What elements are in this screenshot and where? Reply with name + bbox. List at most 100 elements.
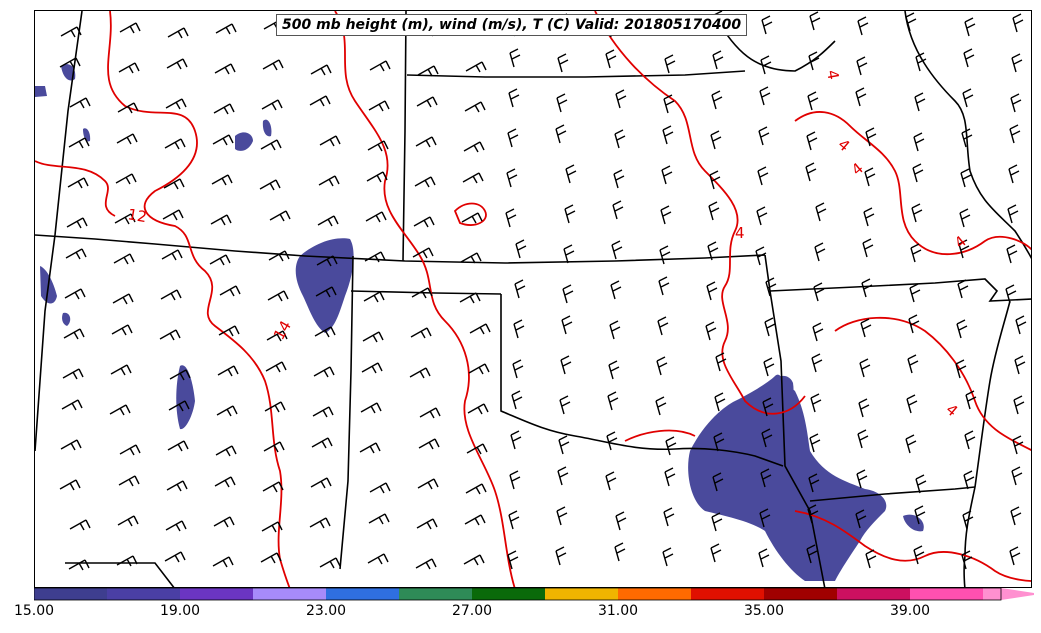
border-line bbox=[500, 294, 784, 467]
wind-barb bbox=[758, 548, 770, 568]
wind-barb bbox=[906, 394, 918, 414]
colorbar-tick-label: 15.00 bbox=[13, 603, 55, 619]
border-line bbox=[714, 15, 836, 72]
border-line bbox=[65, 562, 175, 587]
wind-barb bbox=[959, 208, 971, 228]
wind-barb bbox=[555, 546, 567, 566]
wind-barb bbox=[612, 200, 624, 220]
wind-barb bbox=[266, 330, 288, 342]
wind-barb bbox=[62, 368, 84, 380]
map-canvas: 12 14 4 4 4 4 4 4 bbox=[35, 11, 1031, 587]
colorbar-tick-label: 39.00 bbox=[889, 603, 931, 619]
wind-barb bbox=[169, 369, 191, 381]
wind-barb bbox=[211, 174, 233, 186]
wind-barb bbox=[459, 292, 481, 304]
wind-barb bbox=[465, 61, 487, 73]
wind-barb bbox=[761, 15, 773, 35]
wind-barb bbox=[507, 550, 519, 570]
wind-barb bbox=[508, 510, 520, 530]
wind-barb bbox=[757, 166, 769, 186]
wind-barb bbox=[214, 63, 236, 75]
wind-barb bbox=[955, 359, 967, 379]
wind-barb bbox=[1014, 355, 1026, 375]
wind-barb bbox=[1006, 244, 1018, 264]
wind-barb bbox=[814, 242, 826, 262]
wind-barb bbox=[855, 509, 867, 529]
wind-barb bbox=[160, 289, 182, 301]
wind-barb bbox=[715, 352, 727, 372]
wind-barb bbox=[507, 128, 519, 148]
border-line bbox=[35, 234, 766, 264]
wind-barb bbox=[807, 504, 819, 524]
wind-barb bbox=[111, 324, 133, 336]
wind-barb bbox=[461, 212, 483, 224]
wind-barb bbox=[608, 360, 620, 380]
wind-barb bbox=[463, 141, 485, 153]
wind-barb bbox=[267, 290, 289, 302]
wind-barb bbox=[656, 356, 668, 376]
wind-barb bbox=[218, 325, 240, 337]
wind-barbs bbox=[59, 11, 1027, 571]
wind-barb bbox=[1012, 435, 1024, 455]
wind-barb bbox=[60, 26, 82, 38]
colorbar-extend-arrow bbox=[1001, 588, 1034, 600]
contour-label: 12 bbox=[126, 205, 148, 226]
temperature-contours bbox=[35, 11, 1031, 587]
wind-barb bbox=[219, 285, 241, 297]
wind-barb bbox=[213, 516, 235, 528]
wind-barb bbox=[214, 476, 236, 488]
wind-barb bbox=[759, 86, 771, 106]
shaded-area bbox=[775, 375, 794, 411]
wind-barb bbox=[811, 353, 823, 373]
wind-barb bbox=[112, 293, 134, 305]
wind-barb bbox=[915, 52, 927, 72]
wind-barb bbox=[705, 321, 717, 341]
wind-barb bbox=[359, 442, 381, 454]
wind-barb bbox=[118, 62, 140, 74]
wind-barb bbox=[964, 430, 976, 450]
wind-barb bbox=[665, 436, 677, 456]
wind-barb bbox=[417, 65, 439, 77]
wind-barb bbox=[755, 246, 767, 266]
wind-barb bbox=[713, 432, 725, 452]
contour-line bbox=[834, 316, 1031, 451]
contour-line bbox=[624, 429, 696, 442]
border-line bbox=[35, 234, 56, 452]
wind-barb bbox=[962, 510, 974, 530]
wind-barb bbox=[309, 517, 331, 529]
wind-barb bbox=[710, 543, 722, 563]
wind-barb bbox=[317, 215, 339, 227]
wind-barb bbox=[410, 327, 432, 339]
wind-barb bbox=[212, 556, 234, 568]
shaded-area bbox=[903, 514, 924, 532]
wind-barb bbox=[213, 103, 235, 115]
wind-barb bbox=[957, 279, 969, 299]
wind-barb bbox=[1013, 395, 1025, 415]
wind-barb bbox=[764, 317, 776, 337]
wind-barb bbox=[615, 511, 627, 531]
wind-barb bbox=[115, 173, 137, 185]
wind-barb bbox=[860, 318, 872, 338]
wind-barb bbox=[117, 515, 139, 527]
wind-barb bbox=[1010, 93, 1022, 113]
wind-barb bbox=[261, 99, 283, 111]
colorbar-segment bbox=[107, 588, 180, 600]
wind-barb bbox=[65, 248, 87, 260]
wind-barb bbox=[161, 249, 183, 261]
wind-barb bbox=[856, 469, 868, 489]
border-line bbox=[963, 486, 976, 587]
wind-barb bbox=[605, 471, 617, 491]
wind-barb bbox=[709, 170, 721, 190]
wind-barb bbox=[109, 404, 131, 416]
wind-barb bbox=[763, 357, 775, 377]
wind-barb bbox=[68, 559, 90, 571]
wind-barb bbox=[756, 206, 768, 226]
wind-barb bbox=[857, 429, 869, 449]
wind-barb bbox=[362, 331, 384, 343]
wind-barb bbox=[509, 470, 521, 490]
wind-barb bbox=[865, 127, 877, 147]
wind-barb bbox=[159, 329, 181, 341]
wind-barb bbox=[913, 132, 925, 152]
border-line bbox=[764, 254, 826, 587]
wind-barb bbox=[360, 402, 382, 414]
